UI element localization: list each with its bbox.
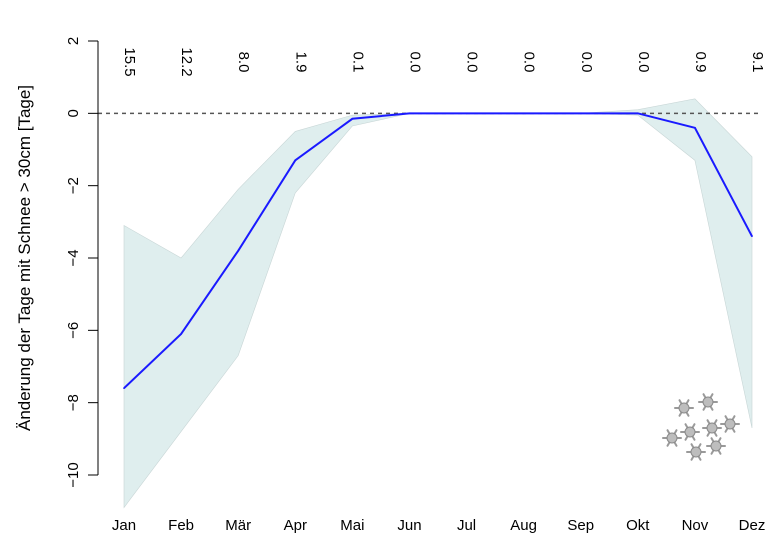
data-point	[123, 387, 125, 390]
y-axis-label: Änderung der Tage mit Schnee > 30cm [Tag…	[15, 85, 34, 431]
snowflake-shape	[674, 399, 694, 417]
top-value-label: 0.0	[464, 52, 481, 73]
x-tick-label: Mai	[340, 517, 364, 534]
snowflake-shape	[702, 419, 722, 437]
x-tick-label: Aug	[510, 517, 537, 534]
data-point	[351, 117, 354, 120]
snowflake-shape	[698, 393, 718, 411]
y-ticks-group: 2 0 −2 −4 −6 −8 −10	[65, 37, 98, 488]
data-point	[294, 159, 297, 162]
top-value-label: 9.1	[749, 52, 766, 73]
uncertainty-band-group	[123, 98, 753, 509]
top-value-label: 0.1	[349, 52, 366, 73]
x-tick-label: Nov	[682, 517, 709, 534]
top-value-label: 1.9	[292, 52, 309, 73]
uncertainty-band	[123, 98, 753, 509]
data-point	[694, 127, 696, 129]
data-point	[465, 112, 468, 115]
x-tick-label: Okt	[626, 517, 650, 534]
data-point	[751, 235, 753, 238]
x-tick-label: Jun	[397, 517, 421, 534]
data-point	[237, 249, 239, 252]
x-tick-label: Dez	[739, 517, 766, 534]
series-group	[123, 112, 753, 390]
top-labels-group: 15.5 12.2 8.0 1.9 0.1 0.0 0.0 0.0 0.0 0.0 0.9 9.1	[121, 47, 766, 76]
snowflake-shape	[706, 437, 726, 455]
y-tick-label: 2	[65, 37, 82, 45]
y-tick-label: −2	[65, 177, 82, 194]
series-line	[123, 112, 753, 389]
top-value-label: 0.0	[406, 52, 423, 73]
data-point	[180, 333, 182, 335]
x-tick-label: Jan	[112, 517, 136, 534]
snowflake-shape	[680, 423, 700, 441]
x-tick-label: Mär	[225, 517, 251, 534]
data-point	[408, 112, 411, 115]
y-tick-label: −4	[65, 249, 82, 266]
top-value-label: 15.5	[121, 47, 138, 76]
x-tick-label: Feb	[168, 517, 194, 534]
data-point	[637, 112, 639, 115]
x-tick-label: Apr	[284, 517, 307, 534]
top-value-label: 8.0	[235, 52, 252, 73]
x-tick-label: Sep	[567, 517, 594, 534]
y-tick-label: −6	[65, 322, 82, 339]
data-point	[579, 112, 582, 115]
x-ticks-group: Jan Feb Mär Apr Mai Jun Jul Aug Sep Okt Nov Dez	[112, 517, 765, 534]
snowflake-shape	[720, 415, 740, 433]
snowflake-icon	[662, 393, 740, 461]
snowflake-shape	[686, 443, 706, 461]
data-point	[522, 112, 525, 115]
y-tick-label: −10	[65, 462, 82, 487]
top-value-label: 0.0	[521, 52, 538, 73]
top-value-label: 12.2	[178, 47, 195, 76]
top-value-label: 0.0	[578, 52, 595, 73]
y-tick-label: −8	[65, 394, 82, 411]
x-tick-label: Jul	[457, 517, 476, 534]
y-tick-label: 0	[65, 109, 82, 117]
top-value-label: 0.9	[692, 52, 709, 73]
top-value-label: 0.0	[635, 52, 652, 73]
snowflake-shape	[662, 429, 682, 447]
